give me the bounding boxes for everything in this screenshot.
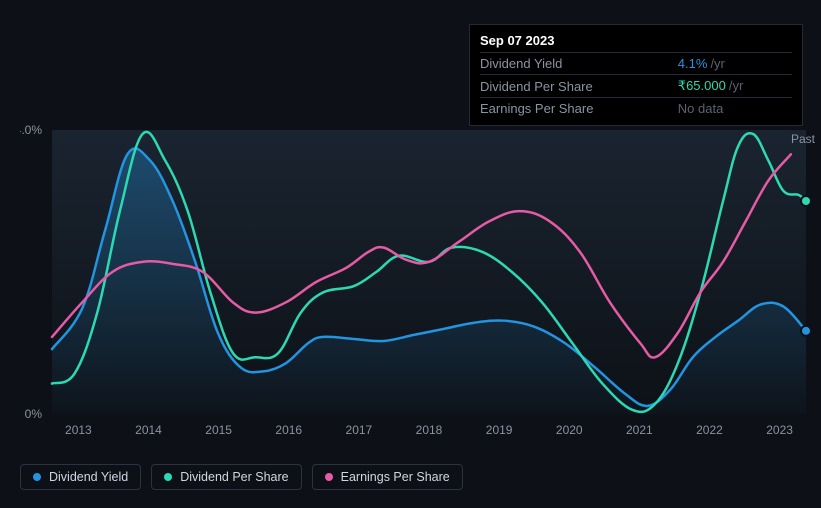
tooltip-row-value: 4.1%/yr <box>678 53 792 75</box>
svg-text:2015: 2015 <box>205 423 232 437</box>
tooltip-row: Earnings Per Share No data <box>480 98 792 120</box>
svg-text:2019: 2019 <box>486 423 513 437</box>
tooltip-row-label: Earnings Per Share <box>480 98 678 120</box>
legend-label: Dividend Per Share <box>180 470 288 484</box>
svg-text:2023: 2023 <box>766 423 793 437</box>
legend-label: Dividend Yield <box>49 470 128 484</box>
tooltip-row-label: Dividend Yield <box>480 53 678 75</box>
svg-text:0%: 0% <box>25 407 43 421</box>
svg-text:2018: 2018 <box>416 423 443 437</box>
svg-text:14.0%: 14.0% <box>20 123 42 137</box>
tooltip-table: Dividend Yield 4.1%/yr Dividend Per Shar… <box>480 52 792 119</box>
chart-tooltip: Sep 07 2023 Dividend Yield 4.1%/yr Divid… <box>469 24 803 126</box>
tooltip-row: Dividend Per Share ₹65.000/yr <box>480 75 792 98</box>
svg-text:2016: 2016 <box>275 423 302 437</box>
tooltip-row: Dividend Yield 4.1%/yr <box>480 53 792 75</box>
svg-text:2021: 2021 <box>626 423 653 437</box>
svg-text:2014: 2014 <box>135 423 162 437</box>
svg-text:2013: 2013 <box>65 423 92 437</box>
chart-legend: Dividend Yield Dividend Per Share Earnin… <box>20 464 463 490</box>
svg-text:2020: 2020 <box>556 423 583 437</box>
svg-text:2017: 2017 <box>346 423 373 437</box>
legend-dot-icon <box>33 473 41 481</box>
legend-item-dividend-yield[interactable]: Dividend Yield <box>20 464 141 490</box>
tooltip-row-label: Dividend Per Share <box>480 75 678 98</box>
tooltip-row-value: No data <box>678 98 792 120</box>
tooltip-row-value: ₹65.000/yr <box>678 75 792 98</box>
svg-text:2022: 2022 <box>696 423 723 437</box>
past-label: Past <box>791 132 815 146</box>
legend-dot-icon <box>325 473 333 481</box>
legend-item-dividend-per-share[interactable]: Dividend Per Share <box>151 464 301 490</box>
legend-dot-icon <box>164 473 172 481</box>
dividend-chart: 14.0% 0% 2013 2014 2015 2016 2017 2018 2019 2020 2… <box>20 122 816 452</box>
legend-label: Earnings Per Share <box>341 470 450 484</box>
legend-item-earnings-per-share[interactable]: Earnings Per Share <box>312 464 463 490</box>
tooltip-date: Sep 07 2023 <box>480 31 792 52</box>
